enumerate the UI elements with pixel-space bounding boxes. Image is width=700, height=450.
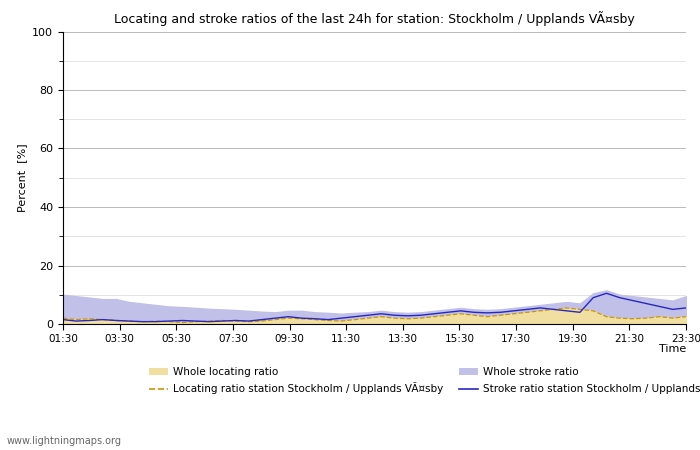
Title: Locating and stroke ratios of the last 24h for station: Stockholm / Upplands VÃ¤: Locating and stroke ratios of the last 2…: [114, 11, 635, 26]
Text: Time: Time: [659, 345, 686, 355]
Legend: Whole locating ratio, Locating ratio station Stockholm / Upplands VÃ¤sby, Whole : Whole locating ratio, Locating ratio sta…: [149, 367, 700, 394]
Y-axis label: Percent  [%]: Percent [%]: [17, 144, 27, 212]
Text: www.lightningmaps.org: www.lightningmaps.org: [7, 436, 122, 446]
